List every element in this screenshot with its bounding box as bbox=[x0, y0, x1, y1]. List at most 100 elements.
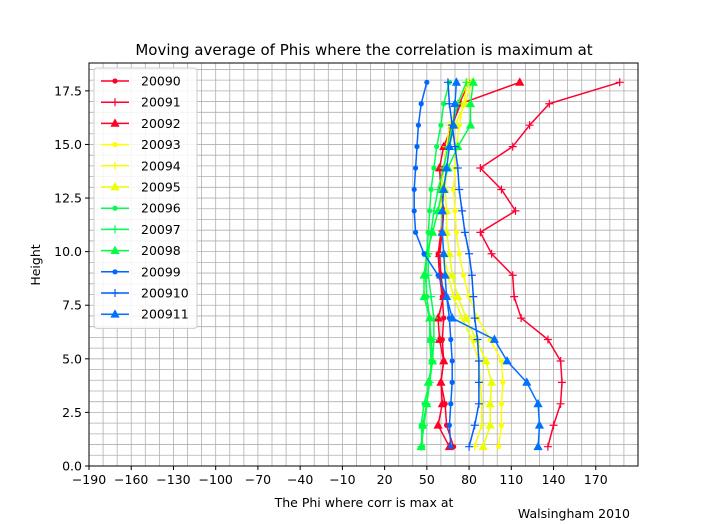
y-tick-label: 15.0 bbox=[54, 137, 82, 152]
marker-triangle bbox=[465, 98, 476, 108]
marker-plus bbox=[111, 98, 119, 107]
legend-item: 20090 bbox=[101, 74, 181, 89]
marker-plus bbox=[508, 142, 517, 151]
marker-triangle bbox=[502, 355, 512, 365]
x-tick-label: −70 bbox=[245, 472, 271, 487]
x-tick-label: 140 bbox=[542, 472, 566, 487]
y-tick-label: 0.0 bbox=[62, 459, 82, 474]
x-tick-label: 50 bbox=[419, 472, 435, 487]
marker-plus bbox=[427, 292, 436, 301]
marker-triangle bbox=[461, 313, 471, 322]
marker-dot bbox=[460, 272, 467, 278]
marker-triangle bbox=[419, 270, 429, 279]
marker-dot bbox=[412, 229, 419, 235]
x-tick-label: −190 bbox=[72, 472, 106, 487]
marker-plus bbox=[549, 421, 558, 430]
legend: 20090 20091 20092 20093 20094 20095 20096 20097… bbox=[93, 67, 198, 329]
legend-item: 20097 bbox=[101, 222, 181, 237]
marker-triangle bbox=[416, 441, 426, 451]
marker-dot bbox=[446, 422, 452, 428]
marker-triangle bbox=[434, 163, 445, 172]
series-line bbox=[413, 82, 453, 447]
y-tick-label: 2.5 bbox=[62, 405, 82, 420]
y-tick-label: 17.5 bbox=[54, 83, 82, 98]
marker-plus bbox=[451, 142, 459, 151]
legend-label: 20092 bbox=[141, 116, 181, 131]
marker-plus bbox=[508, 271, 517, 280]
marker-dot bbox=[438, 122, 444, 128]
legend-label: 200910 bbox=[141, 286, 189, 301]
marker-plus bbox=[543, 335, 552, 344]
marker-triangle bbox=[481, 355, 491, 365]
marker-triangle bbox=[448, 120, 459, 129]
legend-label: 20097 bbox=[141, 222, 181, 237]
legend-label: 200911 bbox=[141, 307, 189, 322]
marker-triangle bbox=[485, 398, 495, 408]
marker-triangle bbox=[418, 420, 428, 429]
marker-plus bbox=[465, 249, 474, 258]
marker-dot bbox=[452, 208, 458, 214]
marker-dot bbox=[435, 272, 441, 278]
marker-dot bbox=[498, 358, 505, 364]
legend-item: 20093 bbox=[101, 137, 181, 152]
marker-plus bbox=[517, 314, 526, 323]
marker-plus bbox=[462, 78, 471, 87]
marker-dot bbox=[431, 165, 437, 171]
series-200911 bbox=[437, 77, 545, 451]
marker-plus bbox=[474, 356, 483, 365]
marker-plus bbox=[443, 78, 452, 87]
marker-dot bbox=[441, 101, 447, 107]
legend-item: 20098 bbox=[101, 243, 181, 258]
marker-plus bbox=[510, 292, 519, 301]
legend-item: 200910 bbox=[101, 286, 189, 301]
x-tick-label: 110 bbox=[499, 472, 523, 487]
marker-plus bbox=[111, 289, 119, 297]
marker-plus bbox=[469, 292, 478, 301]
marker-triangle bbox=[515, 77, 525, 86]
marker-plus bbox=[477, 421, 486, 430]
marker-triangle bbox=[447, 270, 457, 279]
marker-plus bbox=[470, 314, 479, 323]
y-axis-label: Height bbox=[28, 244, 43, 285]
marker-triangle bbox=[422, 398, 432, 408]
marker-dot bbox=[412, 165, 419, 171]
marker-triangle bbox=[423, 377, 433, 386]
x-tick-label: −160 bbox=[114, 472, 148, 487]
legend-label: 20090 bbox=[141, 74, 181, 89]
marker-triangle bbox=[485, 420, 495, 429]
marker-triangle bbox=[110, 182, 120, 191]
marker-triangle bbox=[487, 377, 497, 386]
series-line bbox=[420, 82, 475, 447]
marker-triangle bbox=[522, 377, 532, 386]
marker-plus bbox=[476, 164, 485, 173]
marker-dot bbox=[449, 358, 455, 364]
marker-triangle bbox=[433, 313, 443, 322]
marker-dot bbox=[448, 401, 454, 407]
marker-dot bbox=[466, 294, 472, 300]
legend-label: 20091 bbox=[141, 95, 181, 110]
x-tick-label: 80 bbox=[461, 472, 477, 487]
marker-triangle bbox=[425, 313, 435, 322]
marker-plus bbox=[458, 206, 467, 215]
marker-triangle bbox=[437, 227, 447, 236]
marker-plus bbox=[474, 378, 483, 387]
marker-triangle bbox=[471, 334, 481, 343]
marker-plus bbox=[557, 378, 566, 387]
marker-triangle bbox=[441, 291, 452, 301]
series-line bbox=[437, 81, 521, 448]
marker-triangle bbox=[110, 245, 120, 254]
marker-dot bbox=[449, 379, 455, 385]
marker-plus bbox=[453, 164, 462, 173]
marker-dot bbox=[428, 186, 434, 193]
marker-plus bbox=[111, 161, 119, 170]
marker-dot bbox=[498, 401, 505, 407]
marker-plus bbox=[455, 185, 464, 194]
x-tick-label: −40 bbox=[287, 472, 313, 487]
marker-triangle bbox=[453, 291, 463, 301]
plot-frame bbox=[88, 62, 639, 467]
marker-triangle bbox=[439, 248, 449, 258]
marker-plus bbox=[511, 206, 520, 215]
marker-triangle bbox=[441, 163, 452, 172]
legend-item: 20094 bbox=[101, 158, 181, 173]
legend-label: 20099 bbox=[141, 264, 181, 279]
